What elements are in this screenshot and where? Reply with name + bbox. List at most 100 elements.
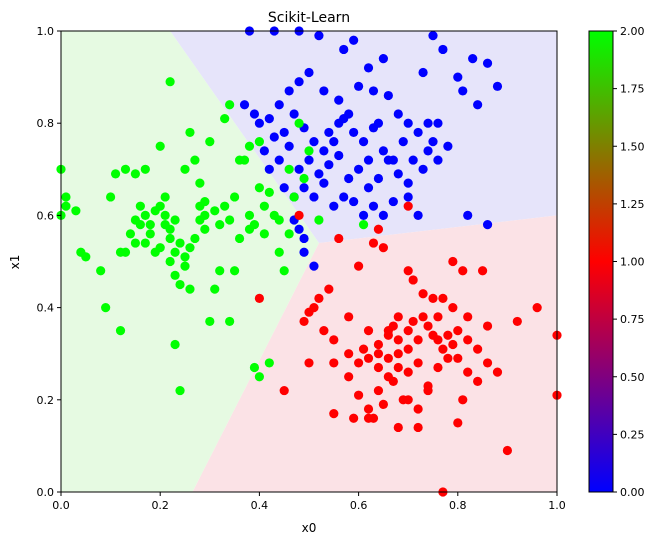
point-class-2 <box>170 247 180 257</box>
point-class-2 <box>279 266 289 276</box>
point-class-2 <box>61 192 71 202</box>
point-class-2 <box>244 141 255 151</box>
point-class-2 <box>165 233 175 244</box>
point-class-2 <box>225 316 235 327</box>
x-axis-label: x0 <box>302 521 317 535</box>
point-class-1 <box>363 326 374 336</box>
y-tick-label: 0.4 <box>37 302 55 315</box>
point-class-1 <box>314 293 324 303</box>
point-class-2 <box>205 316 215 327</box>
point-class-0 <box>373 173 384 184</box>
point-class-2 <box>110 169 121 179</box>
x-tick-label: 0.0 <box>52 499 70 512</box>
x-tick-label: 0.8 <box>449 499 467 512</box>
point-class-2 <box>165 256 175 267</box>
point-class-1 <box>393 349 403 359</box>
point-class-1 <box>373 362 384 373</box>
point-class-2 <box>81 252 91 262</box>
point-class-0 <box>324 127 334 138</box>
point-class-1 <box>532 303 542 313</box>
point-class-0 <box>378 54 388 64</box>
point-class-2 <box>244 224 255 234</box>
point-class-2 <box>175 238 185 248</box>
point-class-0 <box>284 141 294 151</box>
y-axis: 0.0 0.2 0.4 0.6 0.8 1.0 <box>37 25 61 499</box>
point-class-2 <box>175 279 185 290</box>
point-class-2 <box>220 201 230 211</box>
point-class-2 <box>61 201 71 211</box>
point-class-2 <box>259 229 269 239</box>
point-class-0 <box>482 58 493 68</box>
point-class-2 <box>96 266 106 276</box>
point-class-2 <box>180 164 190 174</box>
point-class-2 <box>358 220 369 230</box>
point-class-0 <box>334 118 344 128</box>
point-class-2 <box>220 113 230 124</box>
point-class-0 <box>383 155 393 165</box>
colorbar <box>588 30 614 493</box>
point-class-0 <box>423 146 433 156</box>
point-class-2 <box>185 243 195 253</box>
point-class-0 <box>403 192 413 202</box>
point-class-1 <box>354 261 364 271</box>
point-class-2 <box>195 178 205 188</box>
point-class-0 <box>314 169 324 179</box>
point-class-0 <box>254 118 264 128</box>
point-class-1 <box>329 335 339 345</box>
point-class-0 <box>423 118 433 128</box>
point-class-0 <box>458 86 468 96</box>
point-class-1 <box>383 372 393 382</box>
point-class-2 <box>135 201 145 211</box>
point-class-1 <box>418 312 428 322</box>
decision-region-class-2 <box>61 31 319 492</box>
point-class-2 <box>314 215 324 225</box>
point-class-0 <box>358 210 369 220</box>
colorbar-tick-label: 2.00 <box>620 25 645 38</box>
point-class-0 <box>274 100 284 110</box>
point-class-2 <box>115 326 126 336</box>
y-axis-label: x1 <box>8 255 22 270</box>
point-class-2 <box>274 247 284 257</box>
point-class-1 <box>329 409 339 419</box>
plot-frame <box>60 30 558 493</box>
point-class-0 <box>463 210 473 220</box>
point-class-2 <box>140 210 150 220</box>
point-class-1 <box>329 358 339 368</box>
point-class-2 <box>165 224 175 234</box>
point-class-1 <box>344 312 354 322</box>
point-class-2 <box>230 192 240 202</box>
x-tick-label: 0.2 <box>151 499 169 512</box>
point-class-2 <box>284 229 294 239</box>
point-class-1 <box>393 312 403 322</box>
point-class-1 <box>373 339 384 350</box>
point-class-0 <box>428 137 438 147</box>
point-class-0 <box>294 77 304 87</box>
point-class-0 <box>363 63 374 73</box>
point-class-2 <box>130 215 140 225</box>
point-class-1 <box>413 404 423 414</box>
point-class-1 <box>363 404 374 414</box>
point-class-0 <box>299 183 309 193</box>
colorbar-ticks: 0.00 0.25 0.50 0.75 1.00 1.25 1.50 1.75 2.00 <box>613 25 645 499</box>
y-tick-label: 0.0 <box>37 486 55 499</box>
point-class-2 <box>130 238 140 248</box>
point-class-0 <box>329 201 339 211</box>
point-class-1 <box>473 344 483 354</box>
point-class-2 <box>234 233 245 244</box>
point-class-2 <box>225 100 235 110</box>
point-class-1 <box>433 312 443 322</box>
point-class-1 <box>299 316 309 327</box>
point-class-0 <box>363 183 374 193</box>
y-tick-label: 0.2 <box>37 394 55 407</box>
point-class-1 <box>383 326 393 336</box>
y-tick-label: 0.8 <box>37 117 55 130</box>
point-class-1 <box>358 344 369 354</box>
point-class-0 <box>264 113 274 124</box>
y-tick-label: 0.6 <box>37 209 55 222</box>
x-tick-label: 0.6 <box>350 499 368 512</box>
point-class-2 <box>299 173 309 184</box>
point-class-2 <box>244 210 255 220</box>
point-class-1 <box>294 210 304 220</box>
point-class-2 <box>195 201 205 211</box>
point-class-1 <box>453 326 463 336</box>
